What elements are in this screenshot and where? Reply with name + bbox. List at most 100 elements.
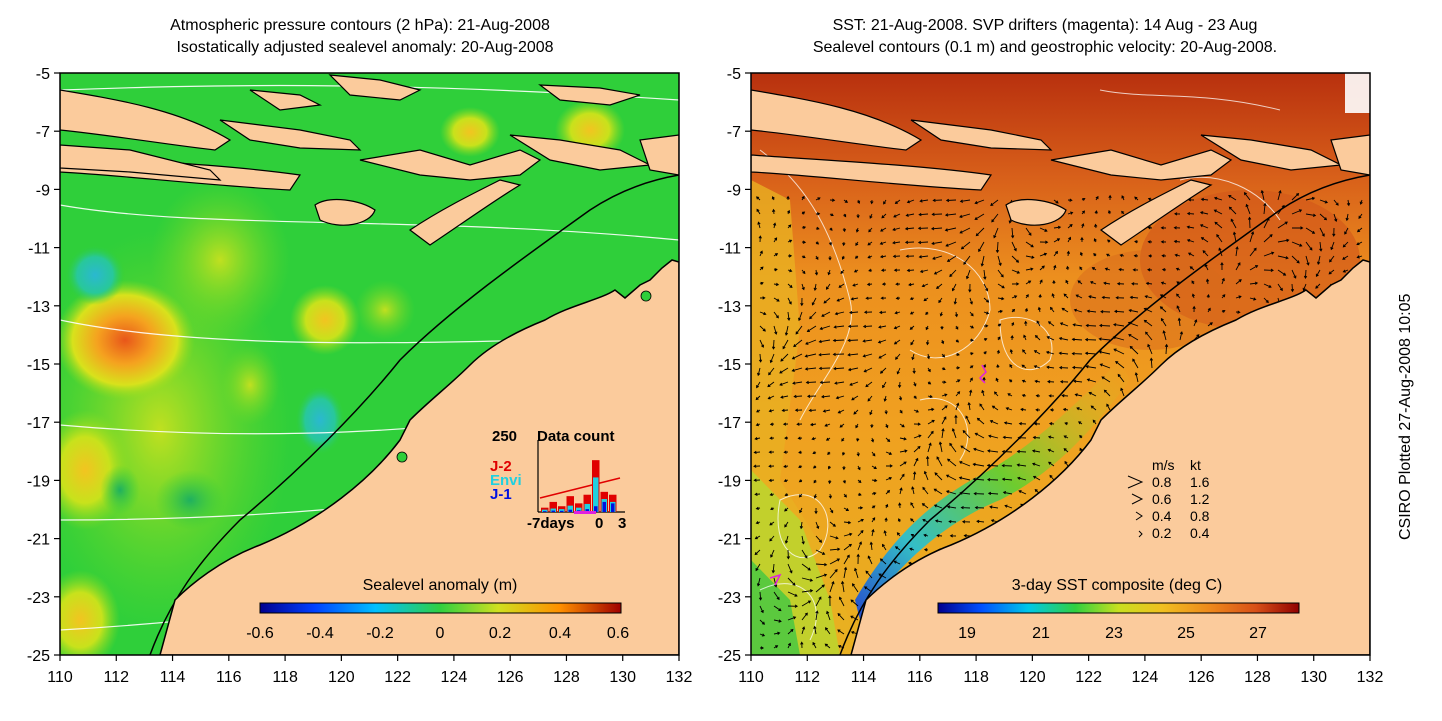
x-tick-label: 122 [384,669,411,686]
velocity-arrow [968,283,972,293]
velocity-arrow [963,255,971,265]
velocity-arrow [1107,239,1111,243]
velocity-arrow [941,339,945,345]
velocity-arrow [1277,221,1288,229]
velocity-arrow [1106,403,1111,411]
velocity-arrow [801,563,811,571]
velocity-arrow [787,269,793,273]
velocity-arrow [941,405,948,411]
velocity-arrow [1011,269,1021,274]
velocity-arrow [944,227,957,232]
velocity-arrow [1099,323,1111,328]
velocity-arrow [1206,294,1210,299]
sla-high-anomaly [440,107,500,157]
velocity-arrow [784,325,789,336]
velocity-arrow [1047,380,1055,384]
velocity-arrow [1221,309,1226,313]
velocity-arrow [933,488,943,495]
velocity-arrow [759,646,765,650]
velocity-arrow [787,577,796,586]
velocity-arrow [842,465,846,471]
velocity-arrow [815,241,820,245]
velocity-arrow [1113,323,1125,327]
velocity-arrow [753,450,761,455]
velocity-arrow [854,255,859,259]
velocity-arrow [955,352,960,356]
velocity-arrow [801,535,805,545]
velocity-arrow [1025,280,1032,285]
velocity-arrow [1291,255,1300,264]
velocity-arrow [885,451,893,455]
velocity-legend: m/s kt 0.8 1.6 0.6 1.2 0.4 0.8 0.2 0.4 [1127,457,1210,541]
velocity-arrow [1033,365,1041,369]
velocity-arrow [770,549,775,558]
velocity-arrow [1022,349,1027,355]
velocity-arrow [885,476,893,481]
y-tick-label: -21 [718,532,741,549]
velocity-arrow [821,311,831,317]
velocity-arrow [857,530,864,537]
velocity-arrow [895,282,901,286]
sst-colorbar-tick: 23 [1105,625,1123,642]
velocity-legend-kt: 0.8 [1190,508,1210,524]
velocity-arrow [925,325,929,331]
velocity-arrow [1081,210,1086,215]
velocity-arrow [829,521,836,527]
velocity-legend-kt: 1.6 [1190,474,1210,490]
velocity-arrow [1084,337,1097,342]
velocity-arrow [1177,317,1181,327]
velocity-arrow [1346,199,1351,207]
velocity-arrow [871,451,876,457]
velocity-arrow [767,381,775,388]
velocity-arrow [1059,322,1069,327]
velocity-arrow [1160,281,1167,285]
velocity-arrow [1079,434,1083,439]
velocity-arrow [930,227,943,231]
x-tick-label: 116 [907,669,933,686]
velocity-arrow [904,240,915,244]
velocity-arrow [787,224,792,229]
velocity-arrow [934,472,943,481]
velocity-arrow [1004,504,1013,509]
velocity-arrow [1034,379,1041,384]
velocity-arrow [773,253,779,257]
velocity-arrow [979,403,985,411]
velocity-arrow [936,534,943,538]
x-tick-label: 112 [104,669,130,686]
velocity-arrow [771,339,776,350]
x-tick-label: 130 [1300,669,1327,686]
velocity-arrow [847,338,859,343]
velocity-arrow [857,506,864,510]
velocity-arrow [806,325,817,333]
sla-colorbar [259,602,622,614]
x-tick-label: 128 [553,669,580,686]
velocity-arrow [1036,320,1041,327]
velocity-legend-ms: 0.8 [1152,474,1172,490]
velocity-arrow [754,436,761,441]
velocity-arrow [1277,283,1283,292]
velocity-arrow [850,297,859,301]
velocity-arrow [1018,490,1027,495]
velocity-arrow [1333,199,1339,206]
velocity-arrow [1117,373,1125,383]
velocity-arrow [932,198,943,203]
velocity-arrow [768,478,775,483]
velocity-arrow [1103,281,1111,285]
velocity-arrow [815,610,819,621]
velocity-arrow [1344,227,1349,235]
velocity-arrow [967,401,971,411]
velocity-arrow [1011,241,1017,252]
velocity-arrow [880,227,887,232]
velocity-arrow [879,367,887,374]
velocity-arrow [1187,252,1195,257]
sealevel-contours [759,89,1281,641]
velocity-arrow [1072,323,1083,327]
map-axes: -5 -7 -9 -11 -13 -15 -17 -19 -21 -23 -25 110 112 114 1… [27,66,1384,686]
velocity-arrow [1303,269,1308,279]
velocity-arrow [1001,463,1013,468]
velocity-arrow [757,221,761,229]
velocity-arrow [1077,280,1083,285]
velocity-arrow [809,311,817,320]
velocity-arrow [1002,491,1013,495]
velocity-arrow [1039,265,1045,271]
